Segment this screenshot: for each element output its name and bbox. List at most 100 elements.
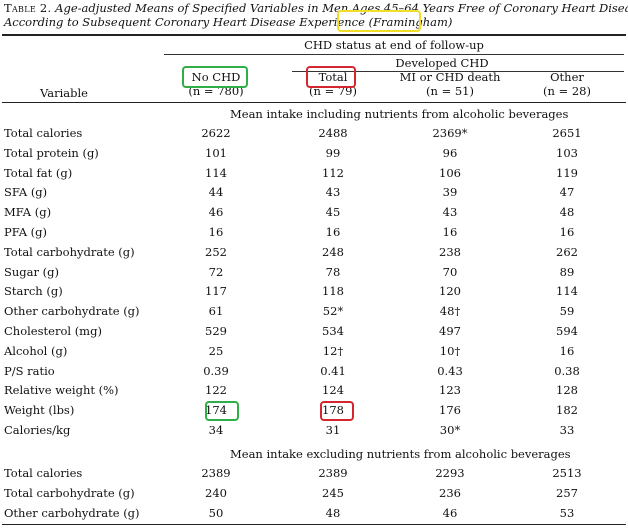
row-variable-label: Total protein (g) <box>4 145 99 160</box>
row-value-cell: 2488 <box>318 126 348 140</box>
row-variable-label: Weight (lbs) <box>4 403 75 418</box>
row-value-cell: 124 <box>322 383 344 398</box>
weight-total-highlight-box <box>320 401 354 421</box>
row-variable-label: P/S ratio <box>4 363 55 378</box>
total-highlight-box <box>306 66 356 88</box>
caption-framingham: (Framingham) <box>368 15 453 29</box>
table-label: Table 2. <box>4 1 52 15</box>
row-value-cell: 2651 <box>552 126 582 140</box>
row-value-cell: 16 <box>208 225 224 239</box>
row-variable-label: Cholesterol (mg) <box>4 324 102 338</box>
row-value-cell: 529 <box>205 324 227 338</box>
col-n-other: (n = 28) <box>543 84 591 98</box>
col-header-total: Total <box>318 70 348 84</box>
row-variable-label: Alcohol (g) <box>4 343 68 358</box>
row-value-cell: 50 <box>208 505 224 520</box>
row-value-cell: 52* <box>322 304 344 319</box>
row-value-cell: 236 <box>439 485 461 500</box>
row-value-cell: 0.41 <box>320 363 346 378</box>
row-variable-label: Total carbohydrate (g) <box>4 485 135 500</box>
col-header-mi-chd-death: MI or CHD death <box>399 70 501 84</box>
row-value-cell: 16 <box>559 343 575 358</box>
row-value-cell: 122 <box>205 383 227 398</box>
no-chd-highlight-box <box>182 66 248 88</box>
developed-chd-header: Developed CHD <box>395 56 489 70</box>
row-value-cell: 46 <box>208 205 224 220</box>
row-value-cell: 0.43 <box>437 363 463 378</box>
row-variable-label: Total fat (g) <box>4 165 73 180</box>
weight-no-chd-highlight-box <box>205 401 239 421</box>
row-value-cell: 43 <box>442 205 458 220</box>
row-value-cell: 120 <box>439 284 461 299</box>
caption-subtitle: According to Subsequent Coronary Heart D… <box>4 15 365 29</box>
row-value-cell: 34 <box>208 423 224 437</box>
row-value-cell: 106 <box>439 165 461 180</box>
row-variable-label: Total carbohydrate (g) <box>4 244 135 259</box>
row-value-cell: 39 <box>442 185 458 200</box>
row-variable-label: SFA (g) <box>4 185 48 200</box>
chd-status-underline <box>164 54 624 55</box>
row-value-cell: 114 <box>556 284 578 299</box>
row-value-cell: 31 <box>325 423 341 437</box>
row-value-cell: 252 <box>205 244 227 259</box>
row-value-cell: 114 <box>205 165 227 180</box>
row-value-cell: 99 <box>325 145 341 160</box>
row-variable-label: Other carbohydrate (g) <box>4 505 140 520</box>
top-rule <box>2 34 626 36</box>
row-value-cell: 178 <box>322 403 344 418</box>
row-value-cell: 112 <box>322 165 344 180</box>
col-header-no-chd: No CHD <box>191 70 241 84</box>
row-value-cell: 43 <box>325 185 341 200</box>
row-value-cell: 70 <box>442 264 458 279</box>
row-variable-label: Total calories <box>4 466 83 480</box>
row-value-cell: 594 <box>556 324 578 338</box>
row-value-cell: 248 <box>322 244 344 259</box>
row-value-cell: 123 <box>439 383 461 398</box>
header-rule <box>2 102 626 103</box>
framingham-highlight-box <box>337 10 421 32</box>
row-value-cell: 119 <box>556 165 578 180</box>
row-value-cell: 2369* <box>432 126 468 140</box>
section1-title: Mean intake including nutrients from alc… <box>230 107 569 121</box>
row-value-cell: 16 <box>442 225 458 239</box>
row-value-cell: 89 <box>559 264 575 279</box>
col-header-other: Other <box>550 70 584 84</box>
bottom-rule <box>2 524 626 525</box>
row-value-cell: 101 <box>205 145 227 160</box>
row-value-cell: 53 <box>559 505 575 520</box>
table-caption-line2: According to Subsequent Coronary Heart D… <box>4 15 452 30</box>
row-value-cell: 12† <box>322 343 344 358</box>
row-variable-label: PFA (g) <box>4 225 48 239</box>
row-value-cell: 16 <box>559 225 575 239</box>
row-value-cell: 45 <box>325 205 341 220</box>
row-value-cell: 262 <box>556 244 578 259</box>
row-value-cell: 48† <box>439 304 461 319</box>
row-value-cell: 117 <box>205 284 227 299</box>
row-value-cell: 2622 <box>201 126 231 140</box>
row-variable-label: MFA (g) <box>4 205 52 220</box>
row-value-cell: 30* <box>439 423 461 437</box>
row-value-cell: 0.38 <box>554 363 580 378</box>
row-value-cell: 118 <box>322 284 344 299</box>
developed-chd-underline <box>292 71 624 72</box>
row-value-cell: 128 <box>556 383 578 398</box>
section2-title: Mean intake excluding nutrients from alc… <box>230 447 571 461</box>
row-value-cell: 103 <box>556 145 578 160</box>
row-variable-label: Total calories <box>4 126 83 140</box>
row-value-cell: 61 <box>208 304 224 319</box>
row-value-cell: 238 <box>439 244 461 259</box>
row-value-cell: 176 <box>439 403 461 418</box>
caption-title: Age-adjusted Means of Specified Variable… <box>55 1 628 15</box>
row-value-cell: 497 <box>439 324 461 338</box>
row-value-cell: 48 <box>559 205 575 220</box>
row-value-cell: 33 <box>559 423 575 437</box>
row-value-cell: 0.39 <box>203 363 229 378</box>
row-value-cell: 78 <box>325 264 341 279</box>
row-value-cell: 534 <box>322 324 344 338</box>
col-n-mi-chd-death: (n = 51) <box>426 84 474 98</box>
row-value-cell: 59 <box>559 304 575 319</box>
row-variable-label: Other carbohydrate (g) <box>4 304 140 319</box>
row-value-cell: 245 <box>322 485 344 500</box>
row-value-cell: 44 <box>208 185 224 200</box>
